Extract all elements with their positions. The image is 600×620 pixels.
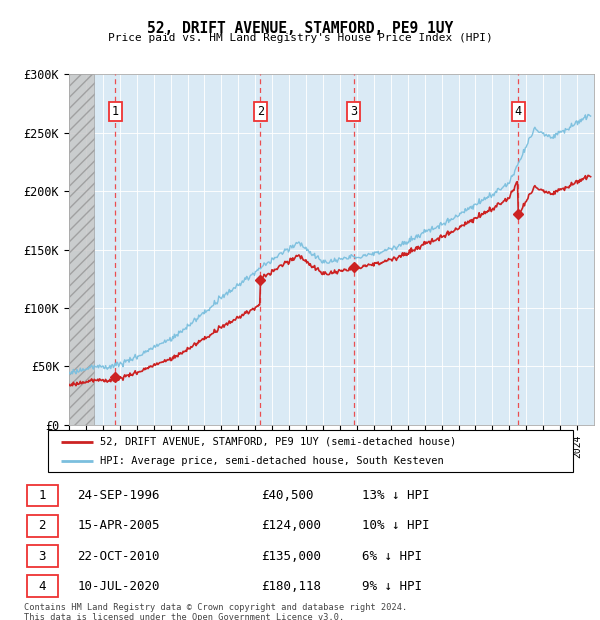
- Text: 1: 1: [112, 105, 119, 118]
- Text: 3: 3: [38, 549, 46, 562]
- FancyBboxPatch shape: [27, 515, 58, 537]
- Text: £124,000: £124,000: [261, 520, 321, 533]
- FancyBboxPatch shape: [27, 485, 58, 507]
- Text: 22-OCT-2010: 22-OCT-2010: [77, 549, 160, 562]
- Text: 10-JUL-2020: 10-JUL-2020: [77, 580, 160, 593]
- Text: 2: 2: [257, 105, 264, 118]
- Text: 13% ↓ HPI: 13% ↓ HPI: [362, 489, 430, 502]
- Text: 1: 1: [38, 489, 46, 502]
- Bar: [69, 74, 94, 425]
- FancyBboxPatch shape: [27, 545, 58, 567]
- Text: 10% ↓ HPI: 10% ↓ HPI: [362, 520, 430, 533]
- Text: £135,000: £135,000: [261, 549, 321, 562]
- Text: Contains HM Land Registry data © Crown copyright and database right 2024.
This d: Contains HM Land Registry data © Crown c…: [24, 603, 407, 620]
- Text: 15-APR-2005: 15-APR-2005: [77, 520, 160, 533]
- Text: 52, DRIFT AVENUE, STAMFORD, PE9 1UY: 52, DRIFT AVENUE, STAMFORD, PE9 1UY: [147, 21, 453, 36]
- Text: £40,500: £40,500: [261, 489, 313, 502]
- Text: £180,118: £180,118: [261, 580, 321, 593]
- FancyBboxPatch shape: [27, 575, 58, 597]
- FancyBboxPatch shape: [48, 430, 573, 472]
- Text: 4: 4: [38, 580, 46, 593]
- Text: HPI: Average price, semi-detached house, South Kesteven: HPI: Average price, semi-detached house,…: [101, 456, 444, 466]
- Text: 6% ↓ HPI: 6% ↓ HPI: [362, 549, 422, 562]
- Text: 52, DRIFT AVENUE, STAMFORD, PE9 1UY (semi-detached house): 52, DRIFT AVENUE, STAMFORD, PE9 1UY (sem…: [101, 436, 457, 446]
- Text: 24-SEP-1996: 24-SEP-1996: [77, 489, 160, 502]
- Text: 3: 3: [350, 105, 357, 118]
- Text: 9% ↓ HPI: 9% ↓ HPI: [362, 580, 422, 593]
- Text: 2: 2: [38, 520, 46, 533]
- Text: 4: 4: [515, 105, 521, 118]
- Text: Price paid vs. HM Land Registry's House Price Index (HPI): Price paid vs. HM Land Registry's House …: [107, 33, 493, 43]
